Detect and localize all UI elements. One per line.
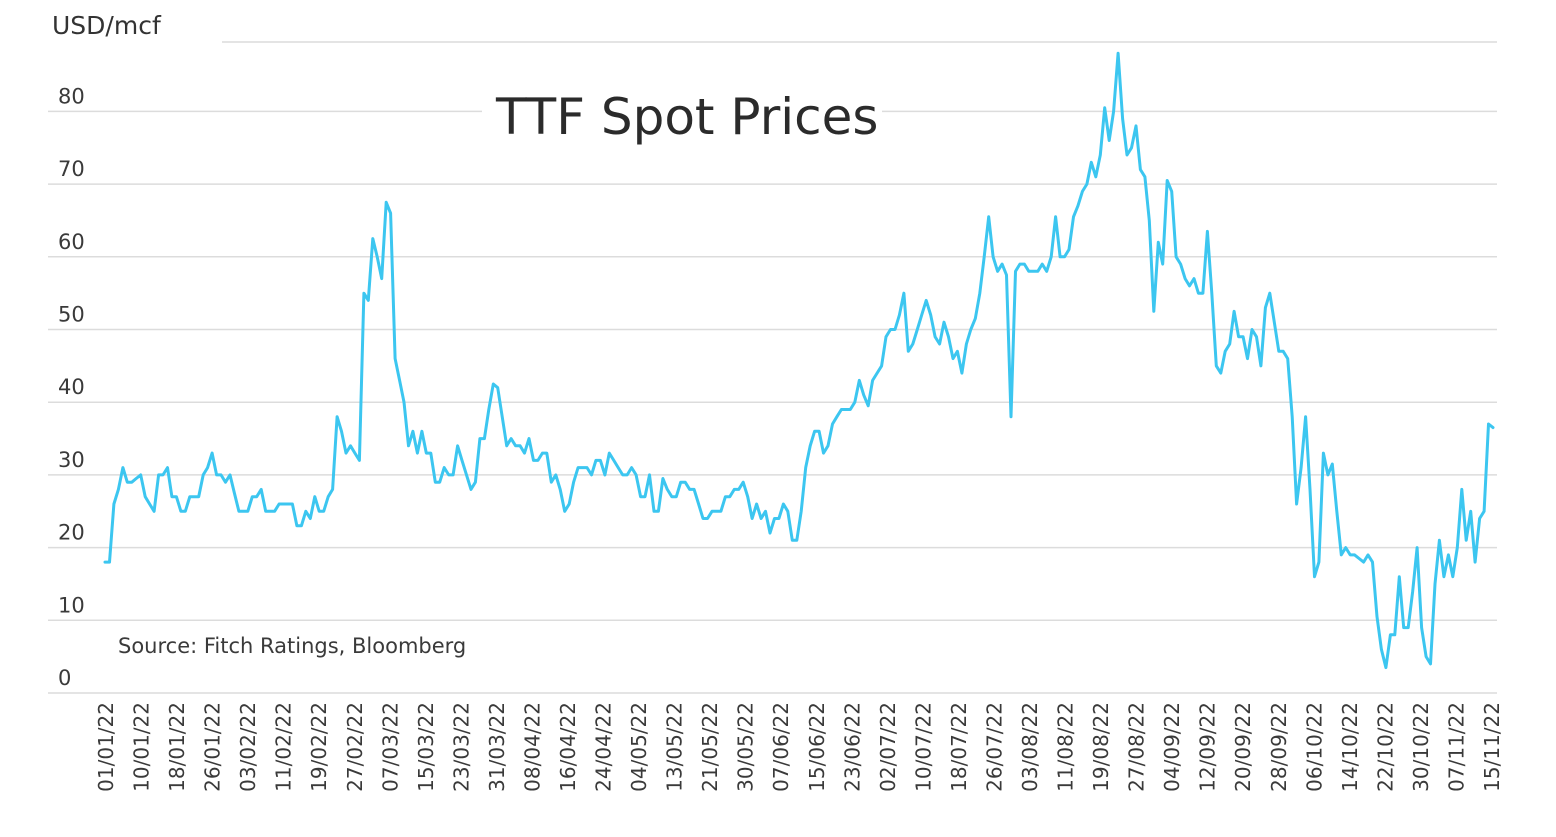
y-tick-label: 0 [58,666,71,690]
x-tick-label: 26/01/22 [201,702,225,792]
x-tick-label: 28/09/22 [1267,702,1291,792]
x-tick-label: 07/11/22 [1445,702,1469,792]
x-tick-label: 19/08/22 [1089,702,1113,792]
x-tick-label: 24/04/22 [592,702,616,792]
x-tick-label: 11/02/22 [272,702,296,792]
series-line [103,51,1495,670]
x-tick-label: 14/10/22 [1338,702,1362,792]
x-tick-label: 10/01/22 [130,702,154,792]
x-tick-label: 06/10/22 [1302,702,1326,792]
y-axis-ticks: 0 10 20 30 40 50 60 70 80 [58,84,85,690]
x-tick-label: 18/07/22 [947,702,971,792]
x-tick-label: 27/02/22 [343,702,367,792]
y-axis-unit-label: USD/mcf [52,11,162,40]
x-tick-label: 03/02/22 [236,702,260,792]
x-tick-label: 19/02/22 [307,702,331,792]
x-tick-label: 10/07/22 [911,702,935,792]
x-tick-label: 30/10/22 [1409,702,1433,792]
x-tick-label: 21/05/22 [698,702,722,792]
x-tick-label: 12/09/22 [1196,702,1220,792]
y-tick-label: 50 [58,303,85,327]
y-tick-label: 20 [58,521,85,545]
x-tick-label: 26/07/22 [983,702,1007,792]
x-tick-label: 08/04/22 [521,702,545,792]
x-tick-label: 20/09/22 [1231,702,1255,792]
y-tick-label: 70 [58,157,85,181]
source-note: Source: Fitch Ratings, Bloomberg [118,634,466,658]
x-tick-label: 02/07/22 [876,702,900,792]
x-tick-label: 07/03/22 [378,702,402,792]
x-tick-label: 11/08/22 [1054,702,1078,792]
x-tick-label: 30/05/22 [734,702,758,792]
x-tick-label: 31/03/22 [485,702,509,792]
x-tick-label: 27/08/22 [1125,702,1149,792]
chart-title-group: TTF Spot Prices [482,84,882,148]
y-tick-label: 30 [58,448,85,472]
x-tick-label: 22/10/22 [1373,702,1397,792]
y-tick-label: 10 [58,593,85,617]
x-tick-label: 18/01/22 [165,702,189,792]
x-tick-label: 16/04/22 [556,702,580,792]
x-tick-label: 23/03/22 [449,702,473,792]
x-axis-ticks: 01/01/22 10/01/22 18/01/22 26/01/22 03/02/22… [94,702,1504,792]
x-tick-label: 15/03/22 [414,702,438,792]
x-tick-label: 13/05/22 [663,702,687,792]
x-tick-label: 03/08/22 [1018,702,1042,792]
x-tick-label: 15/06/22 [805,702,829,792]
y-tick-label: 40 [58,375,85,399]
chart-title: TTF Spot Prices [495,88,878,146]
x-tick-label: 04/09/22 [1160,702,1184,792]
y-tick-label: 60 [58,230,85,254]
x-tick-label: 04/05/22 [627,702,651,792]
x-tick-label: 15/11/22 [1480,702,1504,792]
y-tick-label: 80 [58,84,85,108]
x-tick-label: 07/06/22 [769,702,793,792]
x-tick-label: 01/01/22 [94,702,118,792]
title-background [482,84,882,148]
x-tick-label: 23/06/22 [840,702,864,792]
